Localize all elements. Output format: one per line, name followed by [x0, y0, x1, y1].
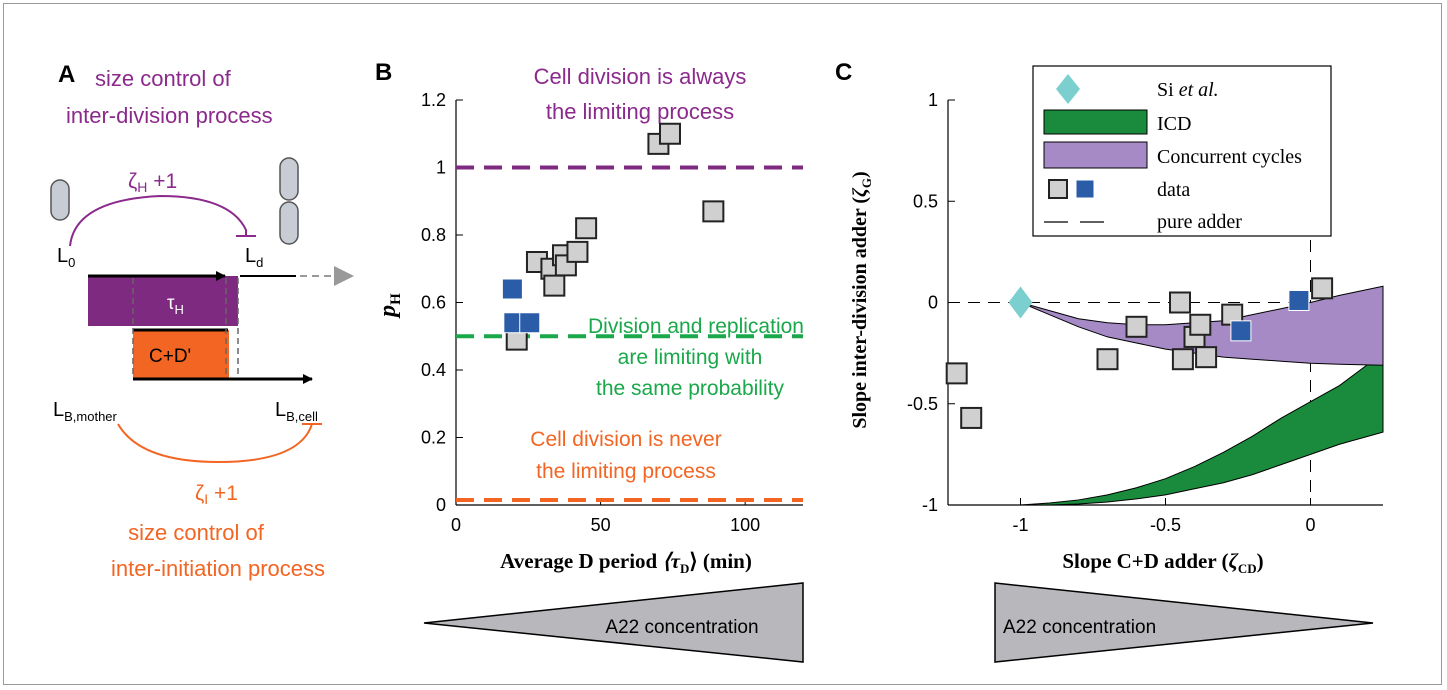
c-a22-label: A22 concentration: [1003, 617, 1156, 638]
b-y-tick-label: 0.6: [421, 293, 446, 313]
c-y-tick-label: -1: [922, 495, 938, 515]
b-gray-data-point: [566, 240, 589, 263]
c-gray-data-point: [1171, 348, 1194, 371]
c-blue-data-point: [1230, 320, 1252, 342]
legend-si-label: Si et al.: [1157, 79, 1219, 101]
b-y-tick-label: 0: [436, 495, 446, 515]
l0-label: L0: [57, 245, 75, 270]
c-ylabel: Slope inter-division adder (ζG): [849, 171, 874, 428]
b-y-tick-label: 1: [436, 158, 446, 178]
b-xlabel: Average D period ⟨τD⟩ (min): [500, 549, 752, 576]
top-caption-line2: inter-division process: [66, 103, 273, 128]
panel-c-axes: -1 -0.5 0 -1 -0.5 0 0.5 1: [907, 90, 1384, 535]
b-mid-line3: the same probability: [596, 377, 784, 400]
b-gray-data-point: [575, 217, 598, 240]
figure-frame: [3, 3, 1442, 685]
b-y-tick-label: 1.2: [421, 90, 446, 110]
b-gray-data-point: [658, 122, 681, 145]
tau-h-bar: [88, 276, 238, 326]
c-si-diamond-point: [1008, 286, 1033, 319]
b-x-tick-label: 100: [730, 515, 760, 535]
b-x-tick-label: 50: [591, 515, 611, 535]
panel-c-label: C: [835, 59, 852, 86]
lb-cell-label: LB,cell: [275, 399, 318, 424]
b-title-line2: the limiting process: [546, 99, 734, 124]
c-x-tick-label: -1: [1012, 515, 1028, 535]
zeta-i-arc: [117, 423, 313, 464]
lb-mother-label: LB,mother: [53, 399, 118, 424]
c-y-tick-label: 1: [928, 90, 938, 110]
zeta-h-arc: [69, 194, 247, 247]
zeta-i-label: ζI +1: [195, 482, 238, 507]
legend-gray-square-icon: [1048, 179, 1068, 199]
c-y-tick-label: 0.5: [913, 191, 938, 211]
legend-icd-label: ICD: [1157, 113, 1191, 135]
c-y-tick-label: -0.5: [907, 394, 938, 414]
panel-b-axes: 0 50 100 0 0.2 0.4 0.6 0.8 1 1.2: [421, 90, 803, 535]
b-low-line1: Cell division is never: [530, 428, 721, 451]
zeta-h-label: ζH +1: [128, 170, 177, 195]
c-a22-gradient-triangle: [994, 582, 1374, 663]
ld-label: Ld: [245, 245, 263, 270]
b-a22-label: A22 concentration: [605, 617, 758, 638]
legend-icd-swatch: [1043, 109, 1148, 135]
c-x-tick-label: 0: [1305, 515, 1315, 535]
legend-concurrent-label: Concurrent cycles: [1157, 146, 1302, 168]
legend-pure-adder-label: pure adder: [1157, 211, 1242, 233]
b-gray-data-point: [543, 274, 566, 297]
daughter-cell-top-icon: [279, 157, 299, 201]
b-blue-data-point: [501, 278, 523, 300]
b-y-tick-label: 0.4: [421, 360, 446, 380]
panel-a-label: A: [58, 61, 75, 88]
c-gray-data-point: [1125, 315, 1148, 338]
b-x-tick-label: 0: [451, 515, 461, 535]
c-legend: Si et al. ICD Concurrent cycles data pur…: [1032, 65, 1332, 237]
b-y-tick-label: 0.8: [421, 225, 446, 245]
gray-arrowhead-icon: [334, 266, 354, 286]
cd-label: C+D': [149, 346, 191, 367]
panel-a: A size control of inter-division process…: [50, 61, 354, 581]
c-gray-data-point: [1096, 348, 1119, 371]
c-gray-data-point: [1189, 313, 1212, 336]
b-a22-gradient-triangle: [423, 582, 804, 663]
b-ylabel: pH: [375, 293, 404, 319]
panel-b: B Cell division is always the limiting p…: [375, 59, 804, 663]
cd-bar: [133, 330, 229, 378]
c-icd-band: [1020, 352, 1384, 506]
legend-si-diamond-icon: [1056, 74, 1080, 104]
b-mid-line1: Division and replication: [588, 315, 804, 338]
panel-c: C -1 -0.5 0 -1 -0.5 0 0.5 1 Slope inter-divisio…: [835, 59, 1384, 663]
legend-data-label: data: [1157, 179, 1190, 201]
c-gray-data-point: [945, 362, 968, 385]
bottom-caption-line2: inter-initiation process: [111, 556, 325, 581]
c-blue-data-point: [1288, 289, 1310, 311]
daughter-cell-bottom-icon: [279, 201, 299, 245]
tau-h-label: τH: [167, 293, 184, 317]
top-caption-line1: size control of: [95, 66, 232, 91]
c-gray-data-point: [1195, 346, 1218, 369]
b-y-tick-label: 0.2: [421, 428, 446, 448]
b-mid-line2: are limiting with: [618, 346, 763, 369]
panel-b-label: B: [375, 59, 392, 86]
c-gray-data-point: [960, 406, 983, 429]
c-y-tick-label: 0: [928, 293, 938, 313]
c-xlabel: Slope C+D adder (ζCD): [1062, 549, 1263, 576]
b-low-line2: the limiting process: [536, 460, 716, 483]
c-x-tick-label: -0.5: [1150, 515, 1181, 535]
c-gray-data-point: [1169, 291, 1191, 314]
legend-blue-square-icon: [1075, 179, 1095, 199]
c-gray-data-point: [1311, 277, 1334, 300]
b-gray-data-point: [702, 200, 725, 223]
bottom-caption-line1: size control of: [128, 520, 265, 545]
legend-concurrent-swatch: [1043, 141, 1148, 169]
mother-cell-icon: [50, 179, 70, 221]
b-blue-data-point: [519, 312, 541, 334]
b-title-line1: Cell division is always: [534, 64, 747, 89]
